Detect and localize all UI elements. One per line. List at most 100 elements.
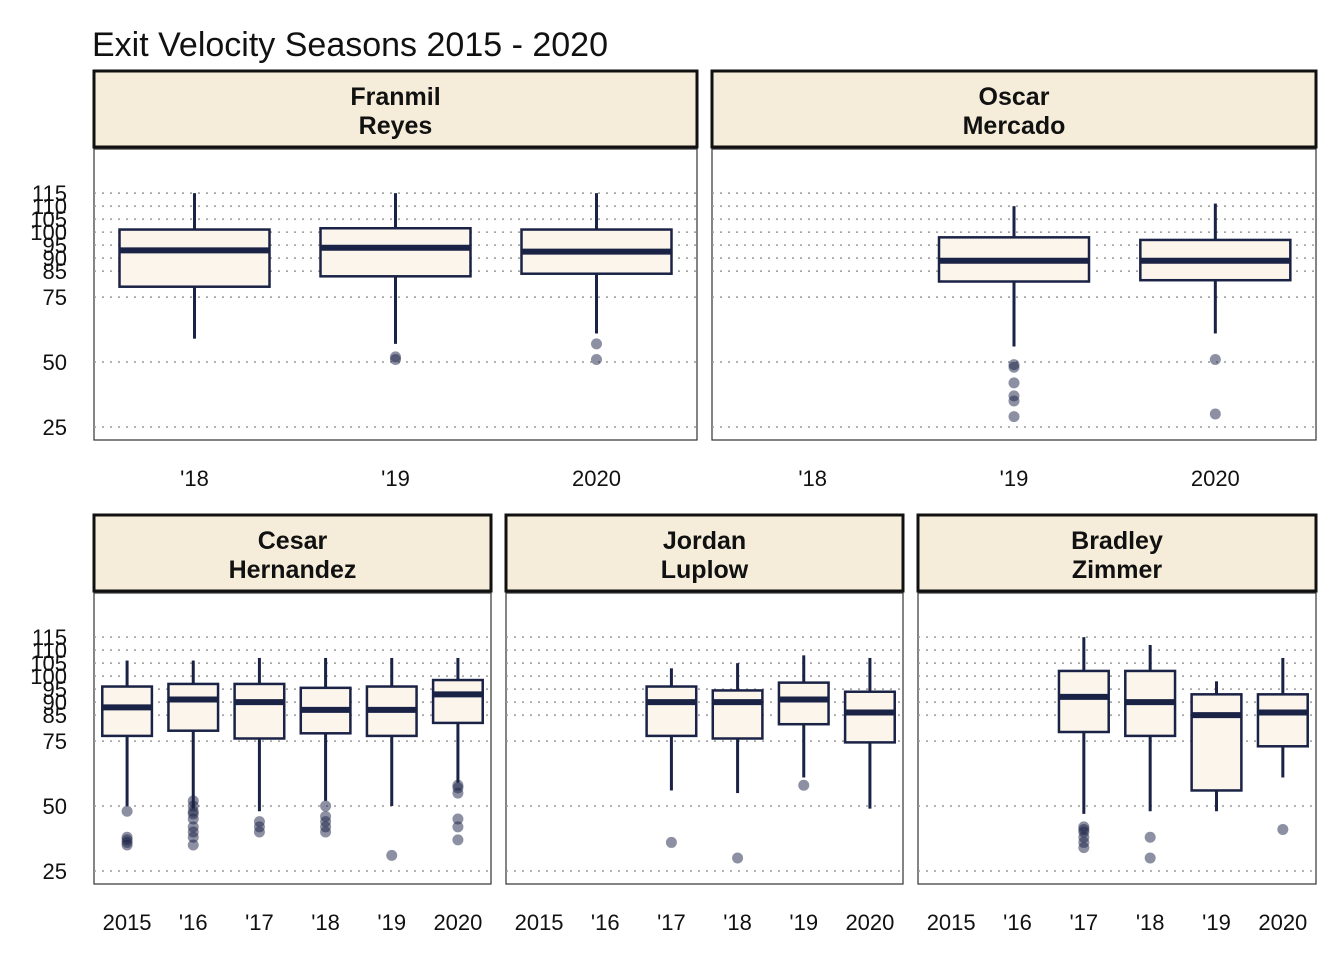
outlier-point xyxy=(798,779,810,791)
outlier-point xyxy=(1008,377,1020,389)
box-iqr xyxy=(711,689,764,740)
x-tick-label: 2020 xyxy=(572,466,621,491)
x-tick-label: '19 xyxy=(377,910,406,935)
y-tick-label: 50 xyxy=(43,794,67,819)
x-tick-label: 2020 xyxy=(1258,910,1307,935)
box-iqr xyxy=(431,678,484,725)
y-tick-label: 110 xyxy=(32,194,67,219)
outlier-point xyxy=(320,810,332,822)
plot-border xyxy=(93,148,698,441)
y-tick-label: 90 xyxy=(43,246,67,271)
outlier-point xyxy=(1008,411,1020,423)
y-tick-label: 95 xyxy=(43,677,67,702)
y-tick-label: 105 xyxy=(30,207,67,232)
box-iqr xyxy=(118,228,271,288)
y-tick-label: 100 xyxy=(30,220,67,245)
panel-title: Jordan Luplow xyxy=(661,527,749,584)
outlier-point xyxy=(665,836,677,848)
outlier-point xyxy=(452,813,464,825)
box-'18 xyxy=(299,657,352,838)
outlier-point xyxy=(386,849,398,861)
box-iqr xyxy=(233,682,286,740)
outlier-point xyxy=(591,353,602,365)
box-'19 xyxy=(319,193,472,365)
outlier-point xyxy=(187,821,199,833)
outlier-point xyxy=(1209,353,1221,365)
panel-strip xyxy=(916,513,1318,593)
box-iqr xyxy=(645,685,698,738)
outlier-point xyxy=(1277,823,1289,835)
box-'19 xyxy=(1190,681,1243,812)
x-tick-label: 2020 xyxy=(845,910,894,935)
panel-bradley-zimmer: Bradley Zimmer 2015 '16 '17 '18 '19 2020 xyxy=(916,513,1318,935)
outlier-point xyxy=(253,816,265,828)
y-tick-label: 85 xyxy=(43,259,67,284)
box-'18 xyxy=(1124,644,1177,864)
x-tick-label: '18 xyxy=(311,910,340,935)
outlier-point xyxy=(187,839,199,851)
x-tick-label: '16 xyxy=(591,910,620,935)
box-'17 xyxy=(1057,637,1110,854)
x-tick-label: 2020 xyxy=(1191,466,1240,491)
panel-strip xyxy=(504,513,905,593)
y-tick-label: 100 xyxy=(30,664,67,689)
plot-border xyxy=(711,148,1317,441)
x-tick-label: '19 xyxy=(789,910,818,935)
panel-strip xyxy=(92,513,493,593)
x-tick-label: '19 xyxy=(1202,910,1231,935)
x-tick-label: 2015 xyxy=(927,910,976,935)
x-tick-label: '17 xyxy=(245,910,274,935)
panel-title: Bradley Zimmer xyxy=(1071,527,1163,584)
outlier-point xyxy=(1078,821,1090,833)
box-2020 xyxy=(520,193,673,365)
x-tick-label: '18 xyxy=(798,466,827,491)
panel-jordan-luplow: Jordan Luplow 2015 '16 '17 '18 '19 2020 xyxy=(504,513,905,935)
y-tick-label: 50 xyxy=(43,350,67,375)
outlier-point xyxy=(732,852,744,864)
box-iqr xyxy=(777,681,830,726)
x-tick-label: '19 xyxy=(381,466,410,491)
panel-strip xyxy=(710,69,1318,149)
box-2015 xyxy=(101,660,154,851)
y-tick-label: 110 xyxy=(32,638,67,663)
box-'19 xyxy=(937,206,1091,423)
y-tick-label: 115 xyxy=(32,181,67,206)
box-iqr xyxy=(1057,669,1110,734)
outlier-point xyxy=(121,831,133,843)
y-tick-label: 75 xyxy=(43,285,67,310)
box-iqr xyxy=(843,690,896,744)
x-tick-label: 2015 xyxy=(515,910,564,935)
box-iqr xyxy=(1256,693,1309,748)
box-'19 xyxy=(777,655,830,791)
outlier-point xyxy=(320,800,332,812)
chart-title: Exit Velocity Seasons 2015 - 2020 xyxy=(92,26,608,64)
outlier-point xyxy=(1008,390,1020,402)
plot-border xyxy=(917,592,1317,885)
outlier-point xyxy=(452,834,464,846)
y-tick-label: 85 xyxy=(43,703,67,728)
outlier-point xyxy=(1144,831,1156,843)
outlier-point xyxy=(452,779,464,791)
panel-title: Oscar Mercado xyxy=(963,83,1066,140)
x-tick-label: '18 xyxy=(1136,910,1165,935)
x-tick-label: '16 xyxy=(1003,910,1032,935)
box-2020 xyxy=(843,657,896,809)
panel-title: Franmil Reyes xyxy=(350,83,440,140)
outlier-point xyxy=(1144,852,1156,864)
x-tick-label: 2015 xyxy=(103,910,152,935)
outlier-point xyxy=(187,795,199,807)
outlier-point xyxy=(1209,408,1221,420)
y-tick-label: 75 xyxy=(43,729,67,754)
box-'17 xyxy=(233,657,286,838)
box-'18 xyxy=(118,193,271,339)
y-tick-label: 105 xyxy=(30,651,67,676)
x-tick-label: '17 xyxy=(1069,910,1098,935)
box-'16 xyxy=(167,660,220,851)
y-tick-label: 95 xyxy=(43,233,67,258)
outlier-point xyxy=(121,805,133,817)
y-tick-label: 90 xyxy=(43,690,67,715)
box-'19 xyxy=(365,657,418,861)
outlier-point xyxy=(1008,359,1020,371)
